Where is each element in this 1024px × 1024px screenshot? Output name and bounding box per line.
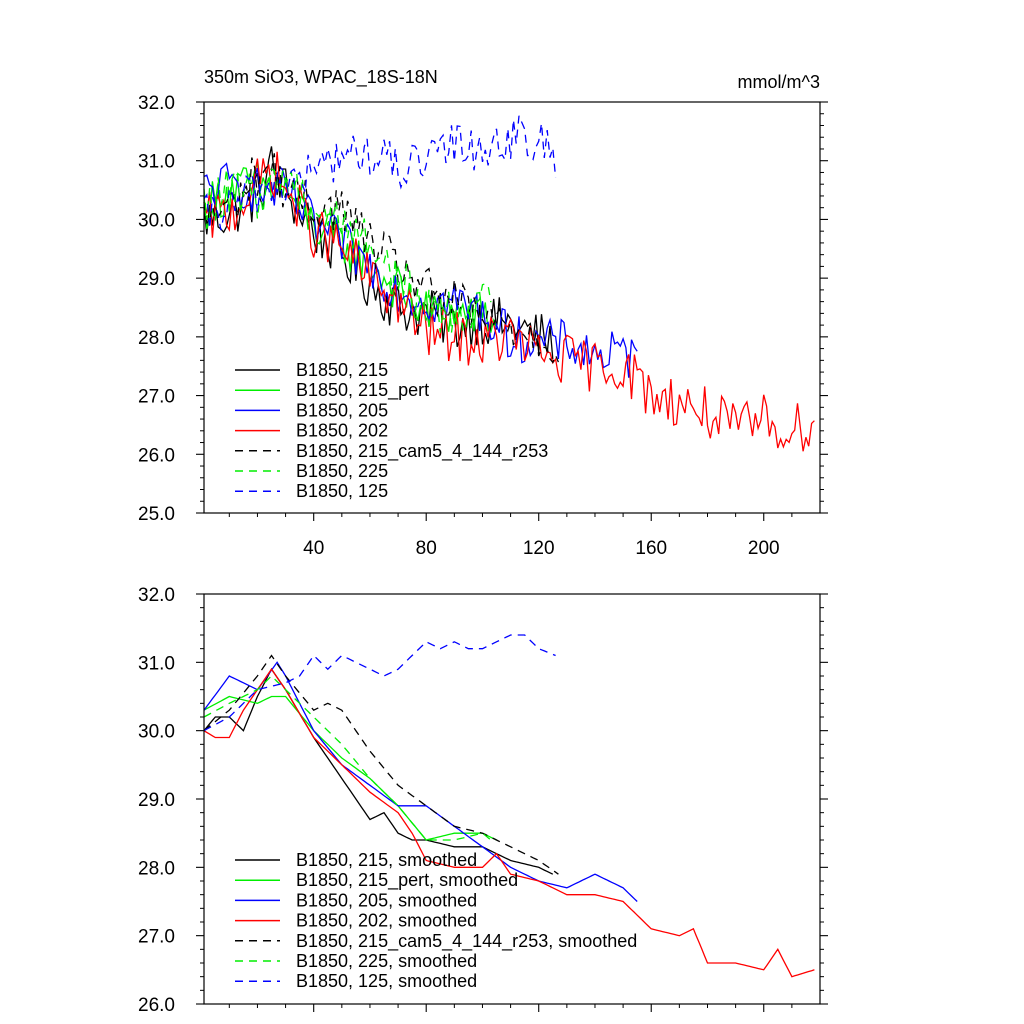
bottom-panel: 26.0 27.0 28.0 29.0 30.0 31.0 32.0 B1850, 215, …: [138, 585, 828, 1016]
series-line-6: [203, 675, 492, 841]
legend-label: B1850, 225: [296, 461, 388, 481]
y-tick-label: 29.0: [138, 269, 175, 290]
series-line-5: [203, 153, 560, 364]
y-tick-label: 32.0: [138, 585, 175, 606]
y-tick-label: 30.0: [138, 210, 175, 231]
y-tick-label: 30.0: [138, 722, 175, 743]
series-line-5: [203, 654, 559, 875]
x-tick-label: 160: [635, 538, 667, 559]
y-tick-label: 26.0: [138, 445, 175, 466]
legend-label: B1850, 215_cam5_4_144_r253: [296, 441, 548, 462]
legend-label: B1850, 215_cam5_4_144_r253, smoothed: [296, 931, 637, 952]
plot-frame: [203, 101, 821, 514]
series-line-1: [203, 667, 554, 875]
y-tick-label: 29.0: [138, 790, 175, 811]
legend-label: B1850, 215_pert: [296, 380, 429, 401]
y-tick-label: 27.0: [138, 387, 175, 408]
legend-label: B1850, 215_pert, smoothed: [296, 870, 518, 891]
y-tick-label: 31.0: [138, 653, 175, 674]
y-tick-label: 32.0: [138, 93, 175, 114]
series-line-2: [203, 695, 497, 841]
series-line-3: [203, 162, 638, 378]
y-tick-label: 27.0: [138, 927, 175, 948]
legend-label: B1850, 205, smoothed: [296, 890, 477, 910]
chart-title: 350m SiO3, WPAC_18S-18N: [204, 67, 438, 88]
series-line-3: [203, 661, 638, 902]
series-line-7: [203, 634, 556, 732]
top-panel: 350m SiO3, WPAC_18S-18N mmol/m^3 25.0 26.…: [138, 67, 828, 559]
series-line-7: [203, 115, 557, 231]
x-tick-label: 80: [416, 538, 437, 559]
legend-label: B1850, 215, smoothed: [296, 850, 477, 870]
y-tick-label: 28.0: [138, 858, 175, 879]
y-tick-label: 28.0: [138, 328, 175, 349]
legend-label: B1850, 202: [296, 421, 388, 441]
legend-label: B1850, 225, smoothed: [296, 951, 477, 971]
series-line-4: [203, 151, 815, 452]
units-label: mmol/m^3: [738, 72, 820, 92]
legend-label: B1850, 205: [296, 400, 388, 420]
legend-label: B1850, 202, smoothed: [296, 911, 477, 931]
x-tick-label: 40: [303, 538, 324, 559]
y-tick-label: 25.0: [138, 504, 175, 525]
series-line-2: [203, 162, 498, 333]
legend-label: B1850, 125, smoothed: [296, 971, 477, 991]
x-tick-label: 120: [523, 538, 555, 559]
y-tick-label: 26.0: [138, 995, 175, 1016]
bottom-plot-area: 26.0 27.0 28.0 29.0 30.0 31.0 32.0 B1850, 215, …: [138, 585, 828, 1016]
series-line-4: [203, 668, 815, 978]
legend-label: B1850, 125: [296, 481, 388, 501]
y-tick-label: 31.0: [138, 152, 175, 173]
x-tick-label: 200: [748, 538, 780, 559]
top-plot-area: 25.0 26.0 27.0 28.0 29.0 30.0 31.0 32.0 40 80 120 1…: [138, 93, 828, 559]
series-line-6: [203, 168, 492, 333]
legend-label: B1850, 215: [296, 360, 388, 380]
